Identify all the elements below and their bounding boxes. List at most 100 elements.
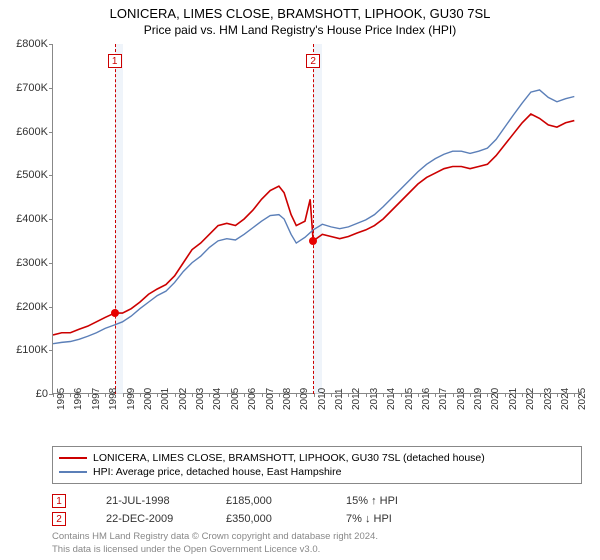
x-tick-mark bbox=[123, 393, 124, 397]
legend-swatch bbox=[59, 457, 87, 459]
y-tick-label: £700K bbox=[3, 82, 48, 94]
y-tick-mark bbox=[49, 88, 53, 89]
x-tick-label: 2003 bbox=[195, 388, 206, 410]
x-tick-label: 2001 bbox=[160, 388, 171, 410]
x-tick-mark bbox=[453, 393, 454, 397]
sale-marker bbox=[111, 309, 119, 317]
x-tick-label: 2014 bbox=[386, 388, 397, 410]
x-tick-mark bbox=[487, 393, 488, 397]
x-tick-mark bbox=[140, 393, 141, 397]
x-tick-mark bbox=[366, 393, 367, 397]
footer-line-2: This data is licensed under the Open Gov… bbox=[52, 544, 378, 556]
x-tick-mark bbox=[88, 393, 89, 397]
legend-item: HPI: Average price, detached house, East… bbox=[59, 465, 575, 479]
sale-marker bbox=[309, 237, 317, 245]
y-tick-label: £200K bbox=[3, 301, 48, 313]
y-tick-mark bbox=[49, 175, 53, 176]
x-tick-mark bbox=[574, 393, 575, 397]
x-tick-mark bbox=[105, 393, 106, 397]
x-tick-mark bbox=[262, 393, 263, 397]
x-tick-mark bbox=[314, 393, 315, 397]
y-tick-label: £100K bbox=[3, 344, 48, 356]
x-tick-label: 2007 bbox=[265, 388, 276, 410]
x-tick-label: 2018 bbox=[456, 388, 467, 410]
x-tick-label: 2000 bbox=[143, 388, 154, 410]
legend-label: LONICERA, LIMES CLOSE, BRAMSHOTT, LIPHOO… bbox=[93, 452, 485, 464]
annotation-price: £350,000 bbox=[226, 513, 306, 525]
x-tick-mark bbox=[522, 393, 523, 397]
x-tick-mark bbox=[175, 393, 176, 397]
y-tick-label: £300K bbox=[3, 257, 48, 269]
x-tick-label: 2005 bbox=[230, 388, 241, 410]
legend: LONICERA, LIMES CLOSE, BRAMSHOTT, LIPHOO… bbox=[52, 446, 582, 484]
footer-line-1: Contains HM Land Registry data © Crown c… bbox=[52, 531, 378, 543]
y-tick-label: £600K bbox=[3, 126, 48, 138]
x-tick-mark bbox=[505, 393, 506, 397]
x-tick-mark bbox=[383, 393, 384, 397]
x-tick-label: 2002 bbox=[178, 388, 189, 410]
x-tick-label: 2024 bbox=[560, 388, 571, 410]
line-series-svg bbox=[53, 44, 583, 394]
y-tick-mark bbox=[49, 219, 53, 220]
y-tick-mark bbox=[49, 307, 53, 308]
x-tick-mark bbox=[331, 393, 332, 397]
annotation-row: 222-DEC-2009£350,0007% ↓ HPI bbox=[52, 510, 426, 528]
x-tick-label: 2017 bbox=[438, 388, 449, 410]
x-tick-mark bbox=[296, 393, 297, 397]
x-tick-label: 1999 bbox=[126, 388, 137, 410]
x-tick-mark bbox=[70, 393, 71, 397]
annotation-price: £185,000 bbox=[226, 495, 306, 507]
y-tick-label: £800K bbox=[3, 38, 48, 50]
x-tick-mark bbox=[209, 393, 210, 397]
x-tick-label: 2015 bbox=[404, 388, 415, 410]
y-tick-mark bbox=[49, 132, 53, 133]
x-tick-label: 2020 bbox=[490, 388, 501, 410]
footer-attribution: Contains HM Land Registry data © Crown c… bbox=[52, 531, 378, 556]
legend-item: LONICERA, LIMES CLOSE, BRAMSHOTT, LIPHOO… bbox=[59, 451, 575, 465]
y-tick-label: £0 bbox=[3, 388, 48, 400]
x-tick-mark bbox=[557, 393, 558, 397]
x-tick-label: 2011 bbox=[334, 388, 345, 410]
x-tick-mark bbox=[53, 393, 54, 397]
x-tick-mark bbox=[157, 393, 158, 397]
x-tick-label: 2022 bbox=[525, 388, 536, 410]
x-tick-mark bbox=[540, 393, 541, 397]
annotation-date: 21-JUL-1998 bbox=[106, 495, 186, 507]
legend-swatch bbox=[59, 471, 87, 473]
y-tick-mark bbox=[49, 263, 53, 264]
y-tick-mark bbox=[49, 44, 53, 45]
x-tick-label: 2006 bbox=[247, 388, 258, 410]
annotation-marker-1: 1 bbox=[108, 54, 122, 68]
event-vline bbox=[115, 44, 116, 394]
x-tick-mark bbox=[279, 393, 280, 397]
x-tick-label: 2010 bbox=[317, 388, 328, 410]
x-tick-mark bbox=[435, 393, 436, 397]
legend-label: HPI: Average price, detached house, East… bbox=[93, 466, 341, 478]
x-tick-mark bbox=[192, 393, 193, 397]
x-tick-label: 2023 bbox=[543, 388, 554, 410]
x-tick-label: 2013 bbox=[369, 388, 380, 410]
annotation-marker-2: 2 bbox=[306, 54, 320, 68]
x-tick-mark bbox=[470, 393, 471, 397]
x-tick-mark bbox=[244, 393, 245, 397]
x-tick-label: 2009 bbox=[299, 388, 310, 410]
x-tick-label: 2012 bbox=[351, 388, 362, 410]
annotation-row: 121-JUL-1998£185,00015% ↑ HPI bbox=[52, 492, 426, 510]
chart-title: LONICERA, LIMES CLOSE, BRAMSHOTT, LIPHOO… bbox=[0, 0, 600, 21]
x-tick-label: 2025 bbox=[577, 388, 588, 410]
chart-subtitle: Price paid vs. HM Land Registry's House … bbox=[0, 21, 600, 37]
x-tick-label: 2004 bbox=[212, 388, 223, 410]
x-tick-mark bbox=[401, 393, 402, 397]
annotation-delta: 7% ↓ HPI bbox=[346, 513, 426, 525]
annotation-table: 121-JUL-1998£185,00015% ↑ HPI222-DEC-200… bbox=[52, 492, 426, 528]
x-tick-mark bbox=[418, 393, 419, 397]
y-tick-label: £500K bbox=[3, 169, 48, 181]
y-tick-mark bbox=[49, 350, 53, 351]
y-tick-label: £400K bbox=[3, 213, 48, 225]
x-tick-label: 1997 bbox=[91, 388, 102, 410]
x-tick-label: 2021 bbox=[508, 388, 519, 410]
x-tick-label: 1998 bbox=[108, 388, 119, 410]
x-tick-label: 2008 bbox=[282, 388, 293, 410]
x-tick-mark bbox=[227, 393, 228, 397]
annotation-delta: 15% ↑ HPI bbox=[346, 495, 426, 507]
